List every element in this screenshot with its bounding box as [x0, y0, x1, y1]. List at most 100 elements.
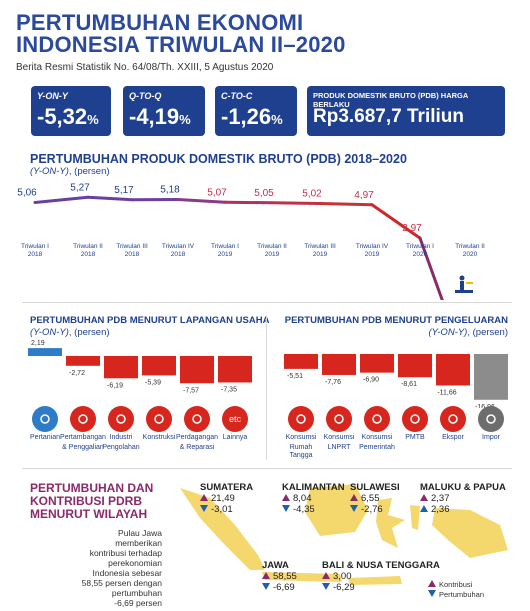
growth-down-icon	[200, 505, 208, 512]
growth-down-icon	[322, 583, 330, 590]
region-bali-nusa-tenggara: BALI & NUSA TENGGARA 3,00 -6,29	[322, 560, 440, 593]
category-label: Konsumsi	[285, 434, 317, 441]
region-contrib: 2,37	[420, 493, 506, 504]
contrib-up-icon	[350, 494, 358, 501]
pengeluaran-categories: Konsumsi Rumah Tangga Konsumsi LNPRT Konsums…	[278, 406, 514, 466]
category-item: Ekspor	[430, 406, 476, 442]
construction-icon	[146, 406, 172, 432]
trade-icon	[184, 406, 210, 432]
category-label: & Penggalian	[62, 444, 104, 451]
map-nusa-tenggara	[348, 576, 402, 585]
bar	[218, 356, 252, 383]
growth-down-icon	[350, 505, 358, 512]
wilayah-note-line: Indonesia sebesar	[92, 568, 162, 578]
nonprofit-icon	[326, 406, 352, 432]
map-sulawesi	[376, 498, 405, 548]
x-tick-year: 2018	[171, 251, 186, 258]
export-ship-icon	[440, 406, 466, 432]
wilayah-note-line: pertumbuhan	[111, 588, 162, 598]
x-tick-label: Triwulan IV	[162, 243, 195, 250]
factory-icon	[108, 406, 134, 432]
pengeluaran-title: PERTUMBUHAN PDB MENURUT PENGELUARAN	[284, 315, 508, 326]
government-icon	[364, 406, 390, 432]
wilayah-note-line: -6,69 persen	[114, 598, 162, 608]
wilayah-note: Pulau Jawa memberikan kontribusi terhada…	[58, 528, 162, 608]
kpi-yoy-label: Y-ON-Y	[37, 91, 68, 101]
x-tick-year: 2020	[463, 251, 478, 258]
category-item: Pertambangan & Penggalian	[60, 406, 106, 452]
person-figure-icon	[455, 275, 473, 293]
contrib-up-icon	[262, 572, 270, 579]
x-tick-label: Triwulan I	[21, 243, 49, 250]
section-divider-2	[22, 468, 512, 469]
bar-value-label: -5,39	[145, 379, 161, 386]
line-data-label: 4,97	[354, 190, 374, 201]
contrib-up-icon	[420, 494, 428, 501]
x-tick-label: Triwulan II	[73, 243, 103, 250]
region-contrib: 8,04	[282, 493, 345, 504]
x-tick-label: Triwulan II	[257, 243, 287, 250]
wilayah-note-line: 58,55 persen dengan	[81, 578, 162, 588]
household-icon	[288, 406, 314, 432]
map-papua	[432, 508, 508, 558]
region-sulawesi: SULAWESI 6,55 -2,76	[350, 482, 400, 515]
wilayah-legend: Kontribusi Pertumbuhan	[428, 580, 484, 600]
region-kalimantan: KALIMANTAN 8,04 -4,35	[282, 482, 345, 515]
region-name: MALUKU & PAPUA	[420, 482, 506, 493]
region-name: KALIMANTAN	[282, 482, 345, 493]
region-sumatera: SUMATERA 21,49 -3,01	[200, 482, 253, 515]
line-data-label: 5,07	[207, 187, 227, 198]
region-maluku-papua: MALUKU & PAPUA 2,37 2,36	[420, 482, 506, 515]
page-title: PERTUMBUHAN EKONOMI INDONESIA TRIWULAN I…	[16, 12, 346, 56]
x-tick-label: Triwulan III	[304, 243, 336, 250]
legend-growth: Pertumbuhan	[428, 590, 484, 600]
category-label: Konsumsi	[323, 434, 355, 441]
contrib-legend-icon	[428, 580, 436, 587]
growth-down-icon	[262, 583, 270, 590]
pengeluaran-subtitle: (Y-ON-Y), (persen)	[428, 327, 508, 338]
contrib-up-icon	[282, 494, 290, 501]
lapangan-title: PERTUMBUHAN PDB MENURUT LAPANGAN USAHA	[30, 315, 270, 326]
kpi-pdb-value: Rp3.687,7 Triliun	[313, 106, 464, 127]
x-tick-label: Triwulan IV	[356, 243, 389, 250]
investment-icon	[402, 406, 428, 432]
section-divider	[22, 302, 512, 303]
region-name: BALI & NUSA TENGGARA	[322, 560, 440, 571]
column-divider	[266, 315, 267, 460]
region-contrib: 3,00	[322, 571, 440, 582]
bar-value-label: -2,72	[69, 370, 85, 377]
kpi-pdb-label: PRODUK DOMESTIK BRUTO (PDB) HARGA BERLAK…	[313, 91, 468, 109]
category-label: Konsumsi	[361, 434, 393, 441]
growth-up-icon	[420, 505, 428, 512]
pengeluaran-bar-chart: -5,51 -7,76 -6,90 -8,61 -11,66 -16,96	[284, 354, 508, 408]
growth-down-icon	[282, 505, 290, 512]
region-contrib: 21,49	[200, 493, 253, 504]
x-tick-year: 2019	[313, 251, 328, 258]
x-tick-label: Triwulan II	[455, 243, 485, 250]
category-item: Pertanian	[22, 406, 68, 442]
x-tick-year: 2018	[81, 251, 96, 258]
category-item: Konstruksi	[136, 406, 182, 442]
category-item: Perdagangan & Reparasi	[174, 406, 220, 452]
category-item: Konsumsi LNPRT	[316, 406, 362, 452]
bar-value-label: -8,61	[401, 381, 417, 388]
category-label: Perdagangan	[175, 434, 219, 441]
bar-value-label: -7,57	[183, 387, 199, 394]
category-label: Ekspor	[442, 434, 464, 441]
line-segment	[270, 201, 322, 205]
bar	[104, 356, 138, 379]
wilayah-title-line-1: PERTUMBUHAN DAN	[30, 481, 154, 495]
line-data-label: 5,02	[302, 189, 322, 200]
kpi-pdb-nominal: PRODUK DOMESTIK BRUTO (PDB) HARGA BERLAK…	[307, 86, 505, 136]
category-item: Konsumsi Rumah Tangga	[278, 406, 324, 460]
wilayah-title: PERTUMBUHAN DAN KONTRIBUSI PDRB MENURUT …	[30, 482, 153, 521]
line-data-label: 5,17	[114, 185, 134, 196]
category-label: Pemerintah	[359, 444, 395, 451]
region-growth: -3,01	[200, 504, 253, 515]
category-label: PMTB	[405, 434, 425, 441]
lapangan-categories: Pertanian Pertambangan & Penggalian Industr…	[20, 406, 260, 466]
wilayah-note-line: Pulau Jawa	[118, 528, 162, 538]
line-data-label: 5,27	[70, 182, 90, 193]
kpi-ctc: C-TO-C -1,26%	[215, 86, 297, 136]
contrib-up-icon	[322, 572, 330, 579]
